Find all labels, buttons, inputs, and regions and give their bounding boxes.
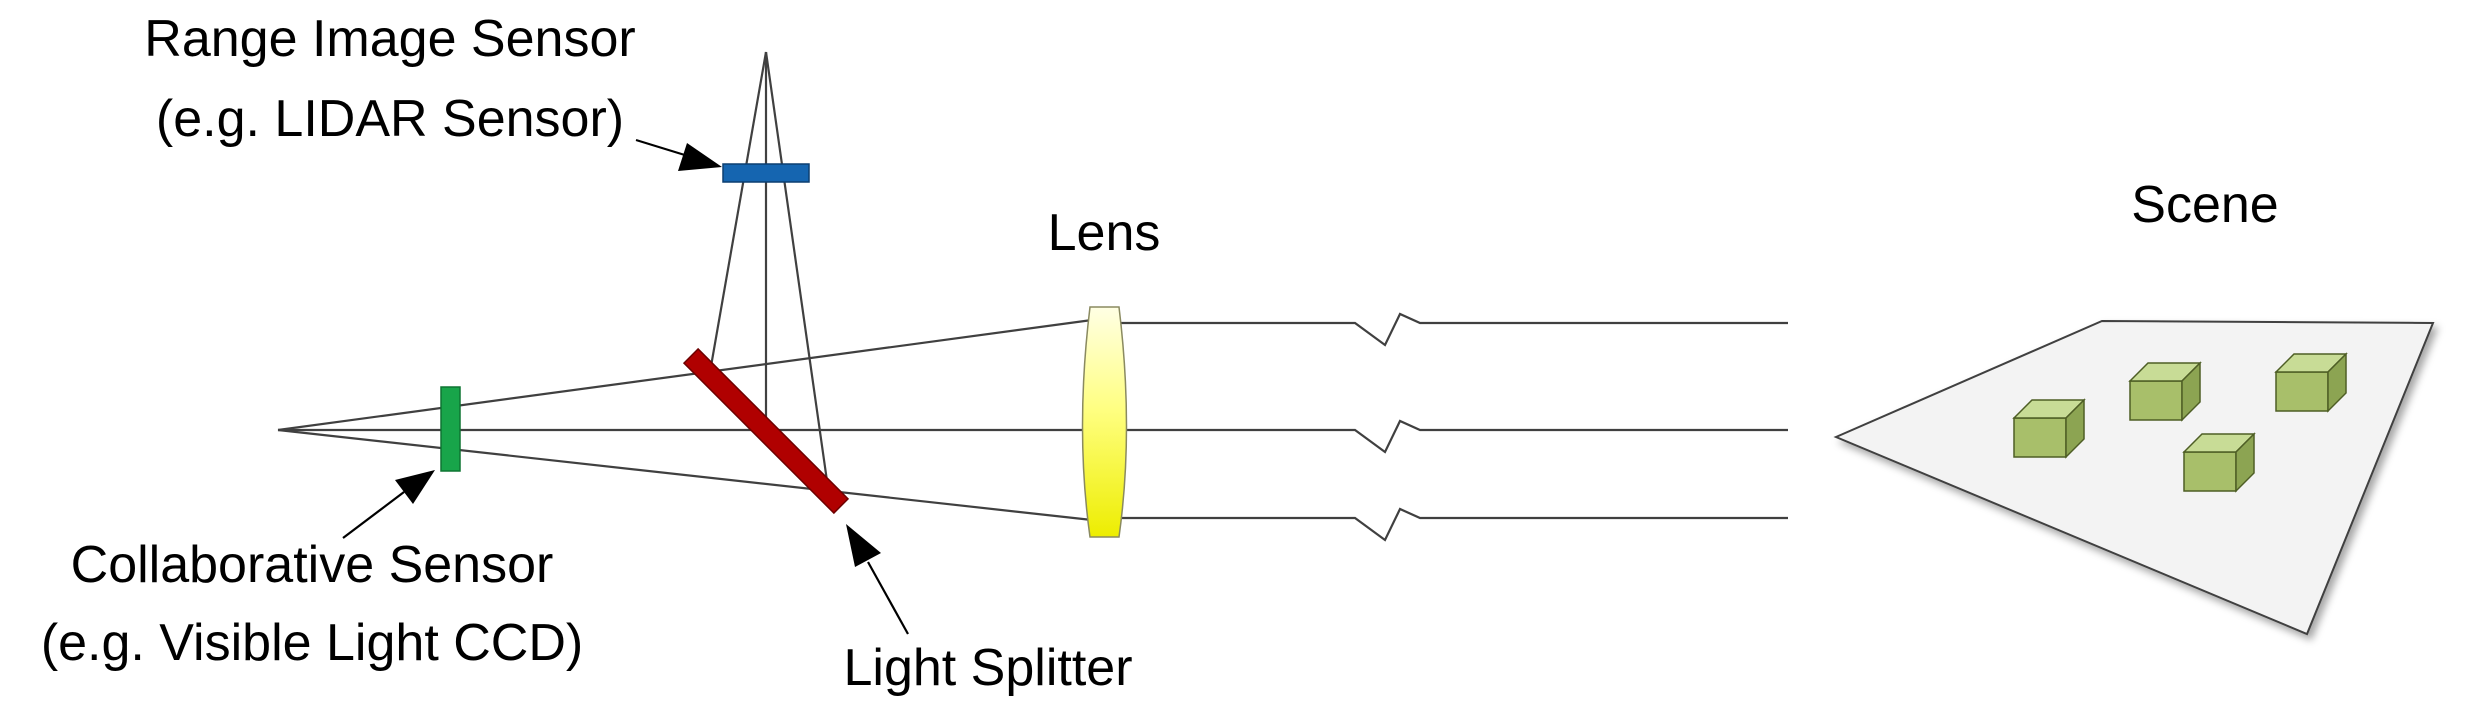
collab-sensor-pointer: [342, 491, 405, 539]
splitter-pointer: [867, 561, 909, 635]
collaborative-sensor: [440, 386, 461, 472]
labels: Range Image Sensor (e.g. LIDAR Sensor) L…: [41, 10, 2279, 697]
reflected-ray-right: [764, 51, 830, 489]
cube-2: [2128, 361, 2202, 422]
light-splitter: [682, 347, 850, 515]
parallel-ray-center: [1110, 419, 1788, 454]
lens: [1081, 306, 1128, 538]
range-image-sensor: [722, 163, 810, 183]
optical-rays: [277, 318, 1093, 522]
parallel-rays: [1102, 312, 1788, 542]
light-splitter-label: Light Splitter: [843, 639, 1132, 697]
pointer-arrows: [342, 138, 909, 635]
scene-label: Scene: [2131, 176, 2278, 234]
cube-4: [2182, 432, 2256, 493]
collab-sensor-label-line1: Collaborative Sensor: [71, 536, 554, 594]
parallel-ray-top: [1102, 312, 1788, 347]
parallel-ray-bottom: [1102, 507, 1788, 542]
collab-sensor-arrowhead: [395, 470, 435, 504]
cube-3: [2274, 352, 2348, 413]
lens-label: Lens: [1048, 204, 1161, 262]
range-sensor-label-line2: (e.g. LIDAR Sensor): [156, 90, 624, 148]
reflected-rays: [708, 51, 830, 489]
cube-1: [2012, 398, 2086, 459]
ray-top: [277, 318, 1093, 432]
reflected-ray-left: [708, 51, 768, 373]
range-sensor-pointer: [635, 138, 689, 158]
range-sensor-arrowhead: [678, 143, 722, 171]
ray-bottom: [277, 428, 1093, 522]
range-sensor-label-line1: Range Image Sensor: [144, 10, 635, 68]
collab-sensor-label-line2: (e.g. Visible Light CCD): [41, 614, 583, 672]
scene-cubes: [2012, 352, 2348, 493]
splitter-arrowhead: [846, 524, 881, 567]
